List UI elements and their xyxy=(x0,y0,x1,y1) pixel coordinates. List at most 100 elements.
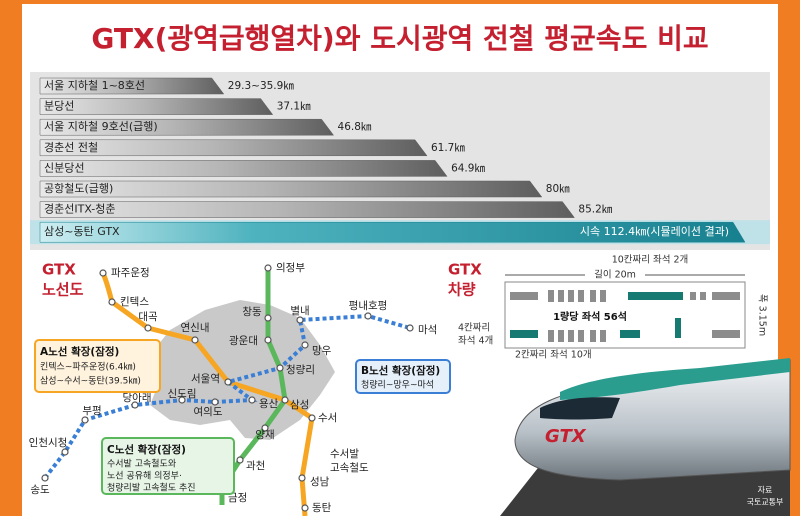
seats-highlight xyxy=(510,292,683,338)
station-dot xyxy=(281,396,289,404)
station-dot xyxy=(178,396,186,404)
callout-a-text: 삼성~수서~동탄(39.5㎞) xyxy=(40,376,141,387)
bar xyxy=(39,221,746,243)
bar xyxy=(39,180,543,198)
callout-c-text: 노선 공유해 의정부· xyxy=(107,471,182,482)
station-label: 과천 xyxy=(246,460,265,472)
dim-bg xyxy=(585,268,645,282)
value-label: 46.8㎞ xyxy=(338,121,372,133)
category-label: 공항철도(급행) xyxy=(44,182,113,195)
callout-c-text: 청량리발 고속철도 추진 xyxy=(107,482,196,494)
bar xyxy=(39,118,335,136)
callout-c-title: C노선 확장(잠정) xyxy=(107,443,186,456)
callout-b-title: B노선 확장(잠정) xyxy=(361,364,440,377)
category-label: 삼성~동탄 GTX xyxy=(44,225,120,238)
station-dot xyxy=(406,324,414,332)
bar xyxy=(39,139,428,157)
station-label: 의정부 xyxy=(276,262,305,274)
value-label: 85.2㎞ xyxy=(578,204,612,216)
bar xyxy=(39,98,274,115)
station-label: 연신내 xyxy=(181,322,210,334)
callout-a-title: A노선 확장(잠정) xyxy=(40,345,119,358)
station-label: 송도 xyxy=(30,484,50,496)
station-dot xyxy=(236,456,244,464)
category-label: 분당선 xyxy=(44,100,74,113)
train-stripe xyxy=(560,358,790,400)
station-dot xyxy=(61,448,69,456)
station-dot xyxy=(308,414,316,422)
station-dot xyxy=(261,424,269,432)
station-label: 신도림 xyxy=(168,388,197,400)
callout-b xyxy=(355,359,451,394)
bar xyxy=(39,201,575,218)
train-window xyxy=(540,397,620,420)
title: GTX(광역급행열차)와 도시광역 전철 평균속도 비교 xyxy=(91,22,708,55)
callout-a xyxy=(34,339,161,393)
station-dot xyxy=(264,314,272,322)
callout-a-text: 킨텍스~파주운정(6.4㎞) xyxy=(40,362,136,373)
station-label: 삼성 xyxy=(290,399,309,411)
category-label: 경춘선ITX-청춘 xyxy=(44,203,116,216)
station-dot xyxy=(276,364,284,372)
value-label: 29.3~35.9㎞ xyxy=(228,80,295,92)
station-label: 인천시청 xyxy=(29,437,68,449)
station-dot xyxy=(81,416,89,424)
station-label: 평내호평 xyxy=(349,300,388,312)
value-label: 64.9㎞ xyxy=(451,162,485,174)
station-dot xyxy=(301,341,309,349)
station-label: 양재 xyxy=(255,429,274,441)
seat10-label: 10칸짜리 좌석 2개 xyxy=(612,255,689,266)
station-label: 대곡 xyxy=(138,311,158,323)
hsr-label: 수서발 xyxy=(330,448,359,460)
bar xyxy=(39,77,225,95)
category-label: 경춘선 전철 xyxy=(44,141,98,154)
station-dot xyxy=(298,474,306,482)
callout-c xyxy=(101,437,235,495)
station-dot xyxy=(364,312,372,320)
seat4-label: 4칸짜리 xyxy=(458,323,490,334)
station-dot xyxy=(211,398,219,406)
seats xyxy=(510,290,740,342)
station-label: 킨텍스 xyxy=(120,296,149,308)
station-label: 청량리 xyxy=(286,364,315,376)
station-dot xyxy=(264,336,272,344)
bar xyxy=(39,160,448,177)
station-label: 서울역 xyxy=(191,373,220,385)
seat4-label: 좌석 4개 xyxy=(458,336,493,347)
station-dot xyxy=(224,378,232,386)
hsr-label: 고속철도 xyxy=(330,462,369,474)
source: 자료 xyxy=(758,486,773,495)
category-label: 신분당선 xyxy=(44,161,84,174)
bar-group: 서울 지하철 1~8호선 29.3~35.9㎞ 분당선 37.1㎞ 서울 지하철 9호선… xyxy=(30,77,770,245)
station-dot xyxy=(99,269,107,277)
station-label: 광운대 xyxy=(229,335,258,347)
station-dot xyxy=(144,324,152,332)
station-label: 용산 xyxy=(259,398,279,410)
station-label: 여의도 xyxy=(194,406,223,418)
station-dot xyxy=(301,504,309,512)
value-label: 61.7㎞ xyxy=(431,142,465,154)
value-label: 37.1㎞ xyxy=(277,101,311,113)
train-section: GTX 차량 10칸짜리 좌석 2개 길이 20m 1량당 좌석 56석 4칸짜… xyxy=(448,255,791,516)
category-label: 서울 지하철 9호선(급행) xyxy=(44,119,158,133)
value-label: 80㎞ xyxy=(546,183,570,195)
station-label: 금정 xyxy=(228,492,247,504)
station-dot xyxy=(264,264,272,272)
train-title: GTX xyxy=(448,261,482,279)
station-label: 별내 xyxy=(290,305,309,317)
station-label: 망우 xyxy=(312,345,332,357)
callout-c-text: 수서발 고속철도와 xyxy=(107,458,176,470)
station-label: 부평 xyxy=(82,405,101,417)
category-label: 서울 지하철 1~8호선 xyxy=(44,78,145,92)
train-title: 차량 xyxy=(448,281,476,299)
station-label: 파주운정 xyxy=(111,267,150,279)
seat2-label: 2칸짜리 좌석 10개 xyxy=(515,350,592,361)
per-car: 1량당 좌석 56석 xyxy=(553,310,627,323)
station-dot xyxy=(296,316,304,324)
station-label: 수서 xyxy=(318,412,337,424)
station-dot xyxy=(191,336,199,344)
value-label: 시속 112.4㎞(시뮬레이션 결과) xyxy=(580,225,729,238)
